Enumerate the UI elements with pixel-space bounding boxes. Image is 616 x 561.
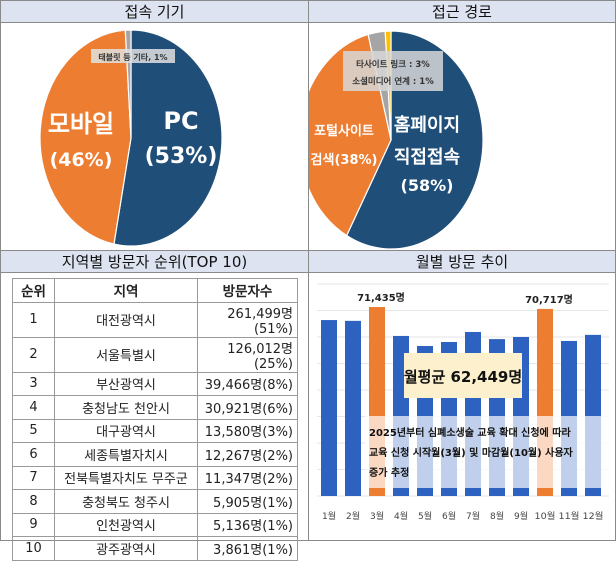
table-row: 4 충청남도 천안시 30,921명(6%) (12, 395, 298, 420)
link-label: 타사이트 링크 : 3% (356, 59, 430, 70)
homepage-label: 홈페이지 (394, 114, 460, 136)
portal-label-2: 검색(38%) (311, 153, 378, 168)
x-tick-label: 5월 (418, 510, 432, 522)
route-slice-0 (345, 30, 484, 250)
visitors-cell: 11,347명(2%) (197, 465, 298, 490)
rank-cell: 3 (12, 371, 55, 396)
column-header-0: 순위 (12, 278, 55, 303)
region-cell: 충청남도 천안시 (54, 395, 198, 420)
x-tick-label: 7월 (466, 510, 480, 522)
visitors-cell: 39,466명(8%) (197, 371, 298, 396)
visitors-cell: 13,580명(3%) (197, 418, 298, 443)
x-tick-label: 11월 (559, 510, 580, 522)
monthly-title: 월별 방문 추이 (309, 251, 615, 273)
region-cell: 대전광역시 (54, 301, 198, 338)
bar-2월 (345, 320, 361, 496)
x-tick-label: 10월 (535, 510, 556, 522)
monthly-panel: 월별 방문 추이 1월 2월 3월 71,435명 4월 5월 6월 7월 8월 9월 10월 70,… (308, 250, 616, 541)
region-cell: 광주광역시 (54, 536, 198, 561)
x-tick-label: 3월 (370, 510, 384, 522)
visitors-cell: 5,905명(1%) (197, 489, 298, 514)
region-cell: 인천광역시 (54, 512, 198, 537)
visitors-cell: 126,012명(25%) (197, 336, 298, 373)
table-row: 8 충청북도 청주시 5,905명(1%) (12, 489, 298, 514)
table-row: 6 세종특별자치시 12,267명(2%) (12, 442, 298, 467)
note-line-0: 2025년부터 심폐소생술 교육 확대 신청에 따라 (369, 426, 571, 439)
rank-cell: 5 (12, 418, 55, 443)
rank-cell: 8 (12, 489, 55, 514)
table-row: 3 부산광역시 39,466명(8%) (12, 371, 298, 396)
mobile-label: 모바일 (48, 110, 114, 138)
homepage-label-2: 직접접속 (394, 147, 460, 168)
mobile-pct-label: (46%) (50, 149, 113, 171)
device-panel: 접속 기기 태블릿 등 기타, 1% PC (53%) 모바일 (46%) (0, 0, 309, 251)
portal-label: 포털사이트 (314, 123, 374, 139)
x-tick-label: 12월 (583, 510, 604, 522)
table-row: 5 대구광역시 13,580명(3%) (12, 418, 298, 443)
table-row: 7 전북특별자치도 무주군 11,347명(2%) (12, 465, 298, 490)
tablet-label: 태블릿 등 기타, 1% (98, 52, 167, 62)
table-row: 10 광주광역시 3,861명(1%) (12, 536, 298, 561)
table-row: 2 서울특별시 126,012명(25%) (12, 336, 298, 373)
x-tick-label: 6월 (442, 510, 456, 522)
average-box (404, 353, 522, 398)
visitors-cell: 12,267명(2%) (197, 442, 298, 467)
region-cell: 서울특별시 (54, 336, 198, 373)
x-tick-label: 2월 (346, 510, 360, 522)
route-small-label-box (343, 51, 443, 91)
rank-cell: 9 (12, 512, 55, 537)
rank-cell: 1 (12, 301, 55, 338)
device-slice-0 (113, 29, 223, 247)
rank-cell: 4 (12, 395, 55, 420)
visitors-cell: 261,499명(51%) (197, 301, 298, 338)
x-tick-label: 4월 (394, 510, 408, 522)
monthly-bar-chart: 1월 2월 3월 71,435명 4월 5월 6월 7월 8월 9월 10월 70,717명 11월 12… (317, 283, 611, 522)
bar-data-label: 70,717명 (525, 293, 573, 306)
x-tick-label: 1월 (322, 510, 336, 522)
device-title: 접속 기기 (1, 1, 308, 23)
visitors-cell: 3,861명(1%) (197, 536, 298, 561)
bar-1월 (321, 320, 337, 496)
region-table: 순위 지역 방문자수 1 대전광역시 261,499명(51%) 2 서울특별시 126,01… (12, 278, 298, 561)
x-tick-label: 8월 (490, 510, 504, 522)
column-header-1: 지역 (54, 278, 198, 303)
note-box (365, 416, 611, 488)
rank-cell: 6 (12, 442, 55, 467)
region-cell: 부산광역시 (54, 371, 198, 396)
region-cell: 전북특별자치도 무주군 (54, 465, 198, 490)
bar-data-label: 71,435명 (357, 291, 405, 304)
route-title: 접근 경로 (309, 1, 615, 23)
average-label: 월평균 62,449명 (404, 368, 522, 386)
visitors-cell: 30,921명(6%) (197, 395, 298, 420)
rank-cell: 2 (12, 336, 55, 373)
rank-cell: 7 (12, 465, 55, 490)
homepage-pct-label: (58%) (401, 176, 454, 195)
note-line-1: 교육 신청 시작월(3월) 및 마감월(10월) 사용자 (369, 446, 574, 459)
visitors-cell: 5,136명(1%) (197, 512, 298, 537)
table-row: 9 인천광역시 5,136명(1%) (12, 512, 298, 537)
note-line-2: 증가 추정 (369, 466, 409, 479)
social-label: 소셜미디어 연계 : 1% (352, 76, 434, 87)
table-row: 1 대전광역시 261,499명(51%) (12, 301, 298, 338)
region-title: 지역별 방문자 순위(TOP 10) (1, 251, 308, 273)
region-cell: 충청북도 청주시 (54, 489, 198, 514)
rank-cell: 10 (12, 536, 55, 561)
region-panel: 지역별 방문자 순위(TOP 10) 순위 지역 방문자수 1 대전광역시 261,49… (0, 250, 309, 561)
device-pie-chart: 태블릿 등 기타, 1% PC (53%) 모바일 (46%) (39, 29, 223, 247)
x-tick-label: 9월 (514, 510, 528, 522)
device-slice-1 (39, 29, 132, 245)
tablet-label-box (91, 49, 175, 63)
region-cell: 세종특별자치시 (54, 442, 198, 467)
pc-pct-label: (53%) (145, 144, 218, 169)
pc-label: PC (163, 107, 198, 135)
region-cell: 대구광역시 (54, 418, 198, 443)
column-header-2: 방문자수 (197, 278, 298, 303)
